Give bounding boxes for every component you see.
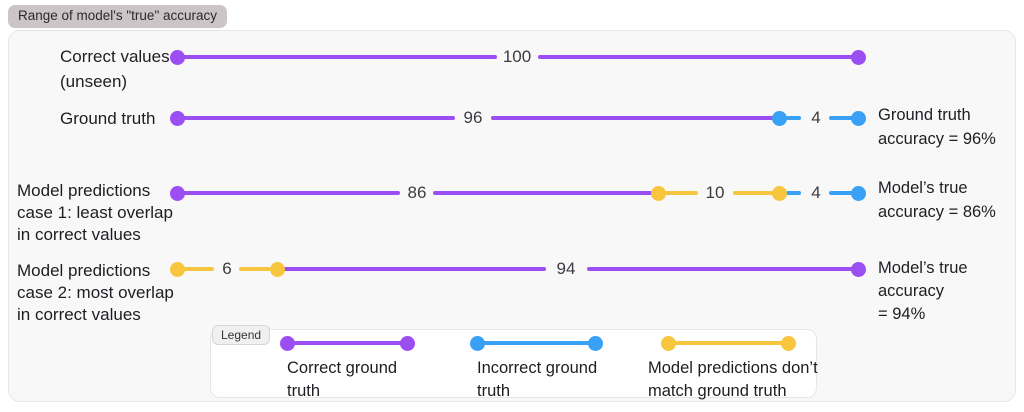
purple-dot xyxy=(279,335,295,351)
yellow-segment xyxy=(668,341,788,345)
legend-label-yellow: Model predictions don’t match ground trut… xyxy=(648,357,818,403)
row-label-model-predictions-case-1-line: case 1: least overlap xyxy=(17,203,173,222)
purple-dot xyxy=(850,49,866,65)
legend-label-blue-line: Incorrect ground xyxy=(477,359,598,377)
legend-label-yellow-line: Model predictions don’t xyxy=(648,359,818,377)
row-result-label-model-predictions-case-1-line: accuracy = 86% xyxy=(878,203,996,221)
row-label-model-predictions-case-1-line: in correct values xyxy=(17,225,141,244)
row-result-label-model-predictions-case-2-line: Model’s true xyxy=(878,259,968,277)
yellow-segment xyxy=(183,267,214,271)
row-label-model-predictions-case-2-line: in correct values xyxy=(17,305,141,324)
row-result-label-model-predictions-case-2-line: accuracy xyxy=(878,282,945,300)
yellow-dot xyxy=(771,185,787,201)
row-label-correct-values-unseen-line: (unseen) xyxy=(60,72,128,91)
legend-label-yellow-line: match ground truth xyxy=(648,382,787,400)
purple-dot xyxy=(169,110,185,126)
purple-segment xyxy=(177,55,497,59)
row-result-label-ground-truth: Ground truth accuracy = 96% xyxy=(878,103,996,151)
purple-segment xyxy=(433,191,658,195)
purple-segment xyxy=(287,341,407,345)
row-label-ground-truth: Ground truth xyxy=(60,106,155,131)
segment-value-label: 6 xyxy=(222,259,232,278)
yellow-dot xyxy=(650,185,666,201)
row-label-model-predictions-case-1-line: Model predictions xyxy=(17,181,151,200)
blue-segment xyxy=(829,116,858,120)
blue-dot xyxy=(850,110,866,126)
legend-badge: Legend xyxy=(212,325,271,345)
purple-dot xyxy=(850,261,866,277)
segment-value-label: 4 xyxy=(811,108,821,127)
blue-segment xyxy=(786,191,801,195)
blue-segment xyxy=(786,116,801,120)
title-badge: Range of model's "true" accuracy xyxy=(8,5,228,28)
segment-value-label: 96 xyxy=(463,108,483,127)
purple-dot xyxy=(169,185,185,201)
yellow-dot xyxy=(780,335,796,351)
legend-box xyxy=(210,329,817,398)
yellow-dot xyxy=(269,261,285,277)
blue-dot xyxy=(850,185,866,201)
blue-dot xyxy=(469,335,485,351)
row-label-model-predictions-case-2-line: case 2: most overlap xyxy=(17,283,174,302)
legend-label-purple: Correct ground truth xyxy=(287,357,397,403)
segment-value-label: 86 xyxy=(407,183,427,202)
row-label-model-predictions-case-1: Model predictions case 1: least overlap in… xyxy=(17,180,173,246)
purple-dot xyxy=(399,335,415,351)
purple-segment xyxy=(587,267,858,271)
row-result-label-model-predictions-case-1: Model’s true accuracy = 86% xyxy=(878,176,996,224)
segment-value-label: 10 xyxy=(705,183,725,202)
blue-segment xyxy=(829,191,858,195)
yellow-segment xyxy=(239,267,271,271)
purple-segment xyxy=(538,55,858,59)
row-result-label-model-predictions-case-2-line: = 94% xyxy=(878,305,926,323)
row-label-model-predictions-case-2: Model predictions case 2: most overlap in … xyxy=(17,260,174,326)
purple-segment xyxy=(277,267,546,271)
row-result-label-model-predictions-case-1-line: Model’s true xyxy=(878,179,968,197)
purple-dot xyxy=(169,49,185,65)
row-result-label-ground-truth-line: Ground truth xyxy=(878,106,971,124)
legend-label-blue-line: truth xyxy=(477,382,511,400)
purple-segment xyxy=(491,116,779,120)
segment-value-label: 94 xyxy=(556,259,576,278)
segment-value-label: 100 xyxy=(502,47,532,66)
row-label-correct-values-unseen: Correct values (unseen) xyxy=(60,44,170,94)
legend-label-purple-line: truth xyxy=(287,382,321,400)
yellow-segment xyxy=(664,191,698,195)
row-result-label-ground-truth-line: accuracy = 96% xyxy=(878,130,996,148)
row-label-ground-truth-line: Ground truth xyxy=(60,109,156,128)
yellow-dot xyxy=(169,261,185,277)
segment-value-label: 4 xyxy=(811,183,821,202)
purple-segment xyxy=(177,116,455,120)
legend-label-purple-line: Correct ground xyxy=(287,359,398,377)
row-label-correct-values-unseen-line: Correct values xyxy=(60,47,170,66)
blue-dot xyxy=(587,335,603,351)
row-label-model-predictions-case-2-line: Model predictions xyxy=(17,261,151,280)
legend-label-blue: Incorrect ground truth xyxy=(477,357,597,403)
yellow-segment xyxy=(733,191,779,195)
yellow-dot xyxy=(660,335,676,351)
blue-segment xyxy=(477,341,595,345)
blue-dot xyxy=(771,110,787,126)
row-result-label-model-predictions-case-2: Model’s true accuracy = 94% xyxy=(878,257,968,326)
purple-segment xyxy=(177,191,400,195)
